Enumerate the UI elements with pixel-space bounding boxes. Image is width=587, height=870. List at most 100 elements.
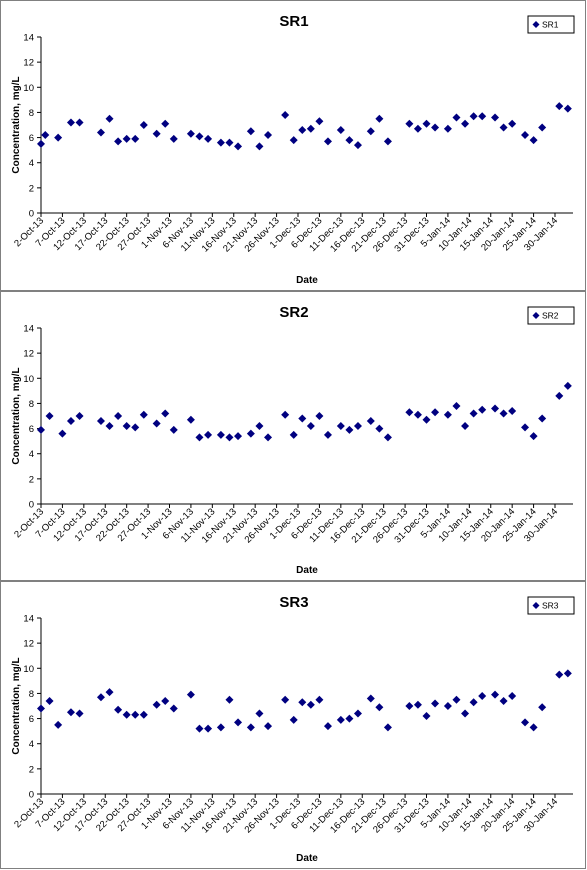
data-point — [281, 410, 290, 419]
data-point — [336, 422, 345, 431]
data-point — [298, 126, 307, 135]
legend: SR2 — [527, 306, 575, 325]
data-point — [555, 102, 564, 111]
data-point — [469, 112, 478, 121]
data-point — [195, 132, 204, 141]
data-point — [443, 410, 452, 419]
y-tick-label: 6 — [29, 714, 34, 725]
data-point — [353, 141, 362, 150]
data-point — [105, 688, 114, 697]
chart-panel-sr1: SR1 0 2 4 6 8 10 12 14 2-Oct-13 7-Oct-13 12-Oct-13 1… — [0, 0, 586, 291]
data-point — [521, 131, 530, 140]
y-tick-label: 0 — [29, 500, 34, 511]
data-point — [555, 670, 564, 679]
data-point — [306, 422, 315, 431]
chart-svg-0: SR1024681012142-Oct-137-Oct-1312-Oct-131… — [11, 13, 575, 286]
data-point — [216, 138, 225, 147]
data-point — [413, 410, 422, 419]
data-point — [298, 698, 307, 707]
y-tick-label: 0 — [29, 790, 34, 801]
data-point — [323, 430, 332, 439]
data-point — [105, 114, 114, 123]
legend-marker — [532, 602, 540, 609]
data-point — [114, 705, 123, 714]
data-point — [169, 425, 178, 434]
data-point — [298, 414, 307, 423]
data-point — [413, 700, 422, 709]
legend-marker — [532, 312, 540, 319]
data-point — [264, 433, 273, 442]
y-tick-label: 2 — [29, 183, 34, 194]
chart-title: SR1 — [279, 13, 308, 30]
data-point — [306, 124, 315, 133]
data-point — [169, 704, 178, 713]
data-point — [114, 412, 123, 420]
data-point — [508, 691, 517, 700]
x-axis-label: Date — [296, 853, 318, 864]
data-point — [289, 430, 298, 439]
data-point — [375, 114, 384, 123]
data-point — [452, 695, 461, 704]
y-tick-label: 10 — [23, 374, 34, 385]
y-tick-label: 12 — [23, 349, 34, 360]
data-point — [96, 693, 105, 702]
legend-box — [527, 306, 575, 325]
data-point — [152, 419, 161, 428]
data-point — [366, 694, 375, 703]
data-point — [216, 430, 225, 439]
legend-box — [527, 596, 575, 615]
data-point — [289, 715, 298, 724]
chart-svg-2: SR3024681012142-Oct-137-Oct-1312-Oct-131… — [11, 594, 575, 864]
data-point — [204, 724, 213, 733]
data-point — [323, 722, 332, 731]
legend: SR3 — [527, 596, 575, 615]
data-point — [323, 137, 332, 146]
y-tick-label: 0 — [29, 209, 34, 220]
data-point — [66, 417, 75, 426]
y-axis-label: Concentration, mg/L — [11, 367, 22, 464]
data-point — [281, 695, 290, 704]
y-tick-label: 4 — [29, 449, 34, 460]
data-point — [422, 119, 431, 128]
data-point — [383, 137, 392, 146]
data-point — [315, 695, 324, 704]
y-tick-label: 10 — [23, 664, 34, 675]
y-tick-label: 8 — [29, 108, 34, 119]
data-point — [186, 690, 195, 699]
data-point — [366, 127, 375, 136]
data-point — [186, 415, 195, 424]
data-point — [264, 131, 273, 140]
data-point — [264, 722, 273, 731]
data-point — [234, 718, 243, 727]
chart-panel-sr2: SR2 0 2 4 6 8 10 12 14 2-Oct-13 7-Oct-13 12-Oct-13 1… — [0, 291, 586, 581]
data-point — [469, 698, 478, 707]
data-point — [54, 720, 63, 729]
data-point — [375, 424, 384, 433]
data-point — [563, 669, 572, 678]
y-tick-label: 8 — [29, 689, 34, 700]
data-point — [234, 142, 243, 151]
data-point — [66, 708, 75, 717]
data-point — [186, 129, 195, 138]
y-tick-label: 12 — [23, 639, 34, 650]
legend-label: SR3 — [542, 601, 559, 611]
data-point — [161, 409, 170, 418]
data-point — [139, 121, 148, 129]
y-tick-label: 10 — [23, 83, 34, 94]
data-point — [521, 423, 530, 432]
data-point — [499, 123, 508, 132]
x-axis-label: Date — [296, 565, 318, 576]
data-point — [405, 408, 414, 417]
data-point — [345, 714, 354, 723]
data-point — [452, 113, 461, 122]
data-point — [216, 723, 225, 732]
data-point — [225, 433, 234, 442]
data-point — [169, 134, 178, 143]
y-tick-label: 14 — [23, 614, 34, 625]
data-point — [105, 422, 114, 431]
data-point — [478, 691, 487, 700]
data-point — [131, 710, 140, 719]
data-point — [139, 410, 148, 419]
y-tick-label: 6 — [29, 424, 34, 435]
data-point — [96, 417, 105, 426]
